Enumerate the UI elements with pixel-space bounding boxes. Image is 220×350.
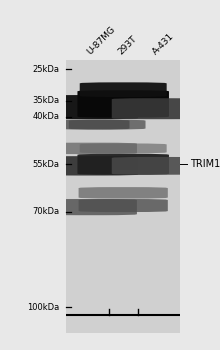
FancyBboxPatch shape bbox=[77, 154, 169, 175]
FancyBboxPatch shape bbox=[45, 143, 137, 154]
FancyBboxPatch shape bbox=[77, 90, 169, 118]
FancyBboxPatch shape bbox=[45, 199, 137, 215]
Text: 25kDa: 25kDa bbox=[32, 64, 59, 74]
FancyBboxPatch shape bbox=[112, 98, 203, 119]
Text: U-87MG: U-87MG bbox=[85, 24, 117, 56]
Text: 35kDa: 35kDa bbox=[32, 96, 59, 105]
FancyBboxPatch shape bbox=[80, 144, 167, 153]
Text: 100kDa: 100kDa bbox=[27, 303, 59, 312]
FancyBboxPatch shape bbox=[79, 187, 168, 198]
Text: TRIM11: TRIM11 bbox=[190, 159, 220, 169]
Text: 70kDa: 70kDa bbox=[32, 207, 59, 216]
Text: 40kDa: 40kDa bbox=[32, 112, 59, 121]
FancyBboxPatch shape bbox=[112, 157, 203, 175]
FancyBboxPatch shape bbox=[44, 156, 138, 176]
Text: A-431: A-431 bbox=[151, 31, 176, 56]
FancyBboxPatch shape bbox=[79, 199, 168, 212]
FancyBboxPatch shape bbox=[53, 120, 130, 130]
Text: 293T: 293T bbox=[117, 34, 139, 56]
Text: 55kDa: 55kDa bbox=[32, 160, 59, 169]
FancyBboxPatch shape bbox=[44, 95, 138, 119]
FancyBboxPatch shape bbox=[69, 120, 145, 130]
FancyBboxPatch shape bbox=[80, 82, 167, 97]
